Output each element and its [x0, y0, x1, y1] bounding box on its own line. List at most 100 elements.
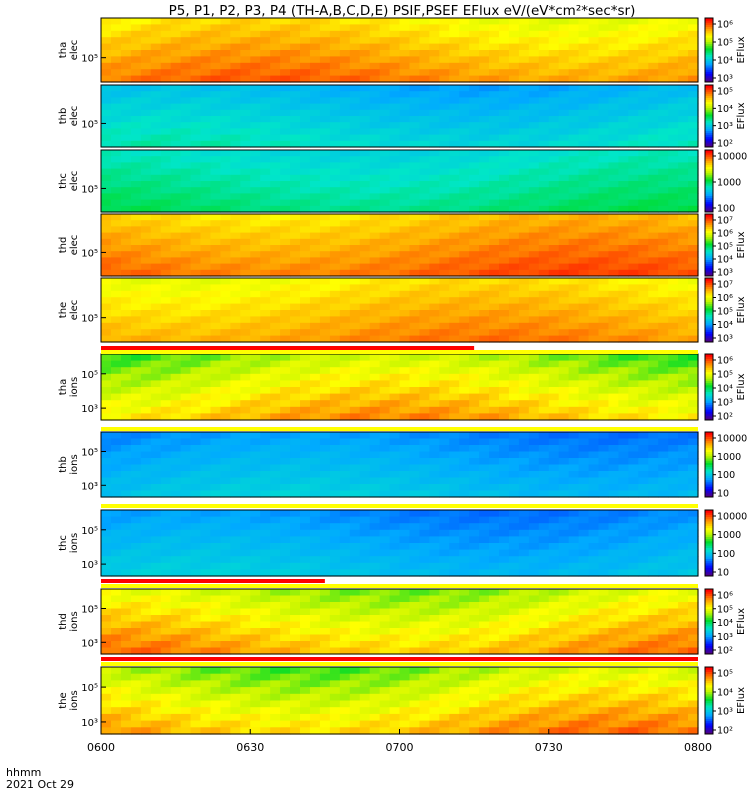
spectrogram-cell: [290, 393, 301, 401]
spectrogram-cell: [329, 543, 341, 551]
spectrogram-cell: [180, 432, 192, 440]
spectrogram-cell: [200, 562, 212, 570]
spectrogram-cell: [150, 451, 162, 459]
colorbar-swatch: [705, 265, 713, 269]
spectrogram-cell: [339, 278, 351, 285]
spectrogram-cell: [508, 187, 520, 194]
spectrogram-cell: [469, 91, 480, 98]
spectrogram-cell: [479, 220, 490, 227]
spectrogram-cell: [459, 543, 470, 551]
spectrogram-cell: [618, 451, 629, 459]
spectrogram-cell: [508, 62, 520, 70]
spectrogram-cell: [598, 432, 610, 440]
spectrogram-cell: [628, 199, 639, 207]
spectrogram-cell: [240, 413, 251, 421]
spectrogram-cell: [379, 43, 391, 51]
spectrogram-cell: [250, 490, 261, 498]
spectrogram-cell: [349, 134, 361, 142]
spectrogram-cell: [688, 150, 699, 157]
spectrogram-cell: [220, 413, 231, 421]
spectrogram-cell: [528, 269, 540, 277]
spectrogram-cell: [389, 569, 401, 577]
colorbar-swatch: [705, 30, 713, 34]
spectrogram-cell: [200, 529, 212, 537]
spectrogram-cell: [638, 406, 649, 414]
colorbar-swatch: [705, 477, 713, 481]
spectrogram-cell: [459, 85, 470, 92]
spectrogram-cell: [508, 91, 520, 98]
spectrogram-cell: [628, 232, 639, 240]
spectrogram-cell: [568, 226, 580, 234]
spectrogram-cell: [210, 322, 221, 330]
spectrogram-cell: [648, 91, 659, 98]
spectrogram-cell: [449, 220, 460, 227]
spectrogram-cell: [638, 393, 649, 401]
spectrogram-cell: [190, 510, 202, 518]
spectrogram-cell: [538, 451, 550, 459]
spectrogram-cell: [130, 162, 142, 170]
colorbar-swatch: [705, 138, 713, 142]
spectrogram-cell: [190, 310, 202, 317]
spectrogram-cell: [190, 257, 202, 265]
spectrogram-cell: [260, 97, 271, 105]
spectrogram-cell: [399, 257, 411, 265]
spectrogram-cell: [220, 214, 231, 221]
spectrogram-cell: [359, 516, 371, 524]
colorbar-swatch: [705, 329, 713, 332]
spectrogram-cell: [419, 562, 430, 570]
spectrogram-cell: [429, 75, 440, 83]
spectrogram-cell: [459, 205, 470, 213]
spectrogram-cell: [638, 134, 649, 142]
spectrogram-cell: [349, 193, 361, 201]
spectrogram-cell: [240, 75, 251, 83]
colorbar-swatch: [705, 201, 713, 205]
spectrogram-cell: [608, 406, 619, 414]
spectrogram-cell: [190, 50, 202, 57]
colorbar-swatch: [705, 136, 713, 140]
spectrogram-cell: [280, 400, 291, 408]
spectrogram-cell: [110, 354, 122, 362]
spectrogram-cell: [508, 556, 520, 564]
spectrogram-cell: [508, 569, 520, 577]
spectrogram-cell: [419, 181, 430, 188]
spectrogram-cell: [628, 62, 639, 70]
spectrogram-cell: [280, 187, 291, 194]
spectrogram-cell: [459, 24, 470, 32]
spectrogram-cell: [588, 91, 600, 98]
spectrogram-cell: [140, 303, 152, 311]
colorbar-swatch: [705, 99, 713, 103]
spectrogram-cell: [319, 109, 331, 117]
spectrogram-cell: [339, 316, 351, 324]
spectrogram-cell: [429, 97, 440, 105]
spectrogram-cell: [270, 471, 281, 479]
spectrogram-cell: [349, 543, 361, 551]
spectrogram-cell: [200, 187, 212, 194]
spectrogram-cell: [270, 91, 281, 98]
spectrogram-cell: [190, 245, 202, 252]
spectrogram-cell: [200, 543, 212, 551]
spectrogram-cell: [339, 214, 351, 221]
spectrogram-cell: [449, 393, 460, 401]
spectrogram-cell: [419, 380, 430, 388]
spectrogram-cell: [668, 85, 679, 92]
spectrogram-cell: [160, 43, 172, 51]
spectrogram-cell: [608, 329, 619, 337]
spectrogram-cell: [419, 109, 430, 117]
spectrogram-cell: [120, 413, 132, 421]
spectrogram-cell: [110, 316, 122, 324]
spectrogram-cell: [668, 214, 679, 221]
spectrogram-cell: [230, 387, 241, 395]
spectrogram-cell: [479, 445, 490, 453]
spectrogram-cell: [309, 150, 321, 157]
spectrogram-cell: [558, 116, 570, 123]
spectrogram-cell: [538, 400, 550, 408]
spectrogram-cell: [200, 536, 212, 544]
spectrogram-cell: [379, 516, 391, 524]
spectrogram-cell: [190, 140, 202, 148]
spectrogram-cell: [439, 477, 450, 485]
spectrogram-cell: [180, 140, 192, 148]
spectrogram-cell: [319, 445, 331, 453]
spectrogram-cell: [618, 193, 629, 201]
spectrogram-cell: [240, 536, 251, 544]
spectrogram-cell: [319, 290, 331, 298]
